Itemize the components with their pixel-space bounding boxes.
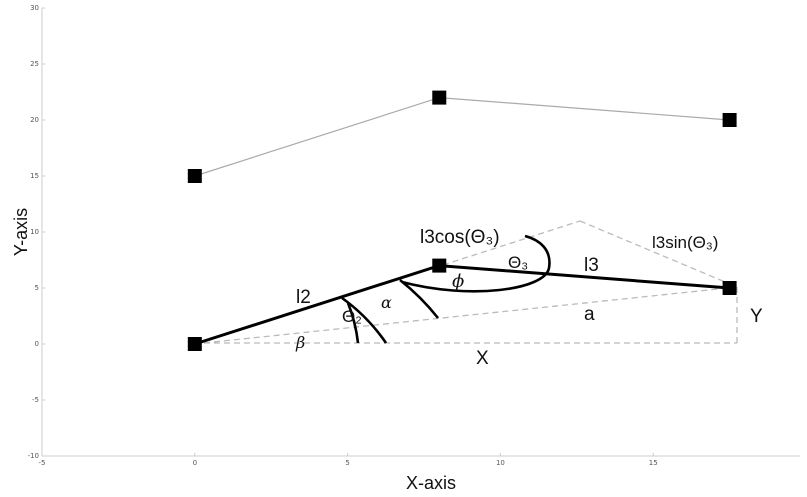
y-tick-label: 15	[30, 172, 39, 180]
series-1-point-3	[722, 113, 737, 127]
l2-label: l2	[296, 287, 311, 308]
y-tick-label: 25	[30, 60, 39, 68]
y-axis-title: Y-axis	[11, 208, 31, 256]
alpha-label: α	[381, 293, 392, 312]
alpha-arc	[399, 278, 440, 319]
series-2-point-2	[432, 258, 447, 273]
l3sin-projection-line	[579, 220, 738, 288]
series-1-line	[194, 96, 730, 177]
y-tick-label: 5	[35, 284, 39, 292]
l3-label: l3	[584, 255, 599, 276]
y-tick-label: 20	[30, 116, 39, 124]
x-tick-label: -5	[39, 459, 46, 467]
theta3-label: Θ₃	[508, 253, 528, 272]
theta2-label: Θ₂	[342, 307, 362, 326]
x-distance-label: X	[476, 348, 489, 369]
series-1-point-2	[432, 90, 447, 105]
x-tick-label: 10	[496, 459, 505, 467]
theta2-arc	[341, 296, 388, 344]
y-tick-label: 0	[35, 340, 39, 348]
y-tick-label: -10	[28, 452, 39, 460]
x-tick-label: 5	[345, 459, 349, 467]
series-1-point-1	[187, 169, 202, 183]
l3cos-projection-line	[442, 220, 581, 266]
series-2-point-3	[722, 281, 737, 295]
series-2-point-1	[187, 337, 202, 351]
y-tick-label: -5	[32, 396, 39, 404]
beta-label: β	[295, 333, 305, 352]
y-tick-label: 30	[30, 4, 39, 12]
y-distance-label: Y	[750, 306, 763, 327]
x-tick-label: 0	[193, 459, 197, 467]
a-label: a	[584, 304, 595, 325]
x-axis-title: X-axis	[406, 473, 456, 493]
y-tick-label: 10	[30, 228, 39, 236]
construction-lines	[203, 220, 738, 344]
l3sin-label: l3sin(Θ₃)	[652, 233, 718, 252]
x-tick-label: 15	[649, 459, 658, 467]
phi-label: ϕ	[452, 271, 464, 292]
l3cos-label: l3cos(Θ₃)	[420, 227, 500, 248]
